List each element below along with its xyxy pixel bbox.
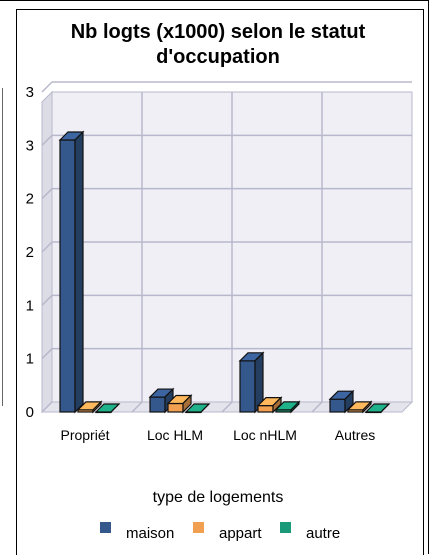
- grid-line-floor: [131, 401, 143, 413]
- grid-line-side: [41, 241, 53, 253]
- y-tick-label: 3: [26, 137, 34, 154]
- bars: [58, 130, 391, 414]
- grid-line-floor: [311, 401, 323, 413]
- y-tick-label: 3: [26, 84, 34, 101]
- legend: maison appart autre: [100, 522, 340, 542]
- legend-swatch: [100, 522, 111, 533]
- bar-maison-0: [58, 130, 85, 414]
- bar-appart-3: [346, 400, 373, 414]
- bar-autre-3: [364, 403, 391, 414]
- bar-appart-2: [256, 396, 283, 414]
- grid-line-side: [41, 81, 53, 93]
- left-edge-divider: [0, 88, 3, 406]
- legend-label: autre: [306, 525, 340, 542]
- y-tick-label: 2: [26, 191, 34, 208]
- x-tick-label: Propriét: [60, 427, 109, 443]
- x-tick-label: Loc nHLM: [233, 427, 297, 443]
- legend-label: maison: [126, 525, 174, 542]
- grid-line-side: [41, 188, 53, 200]
- x-axis-title: type de logements: [153, 489, 284, 506]
- plot-area: [40, 81, 414, 414]
- y-tick-label: 0: [26, 404, 34, 421]
- legend-item-appart: appart: [193, 522, 262, 542]
- bar-maison-3: [328, 389, 355, 414]
- bar-autre-0: [94, 403, 121, 414]
- x-tick-label: Loc HLM: [147, 427, 203, 443]
- grid-line-side: [41, 294, 53, 306]
- chart-title-line-2: d'occupation: [156, 46, 280, 68]
- bar-maison-1: [148, 387, 175, 414]
- bar-appart-0: [76, 400, 103, 414]
- legend-swatch: [193, 522, 204, 533]
- y-tick-label: 1: [26, 351, 34, 368]
- y-tick-label: 1: [26, 297, 34, 314]
- y-axis-ticks: 0 1 1 2 2 3 3: [26, 84, 34, 421]
- legend-label: appart: [219, 525, 262, 542]
- grid-line-floor: [221, 401, 233, 413]
- grid-line-side: [41, 348, 53, 360]
- bar-autre-2: [274, 400, 301, 414]
- grid-line-side: [41, 401, 53, 413]
- legend-swatch: [280, 522, 291, 533]
- legend-item-maison: maison: [100, 522, 174, 542]
- x-tick-label: Autres: [335, 427, 375, 443]
- chart-title-line-1: Nb logts (x1000) selon le statut: [71, 21, 366, 43]
- y-tick-label: 2: [26, 244, 34, 261]
- grid-line-side: [41, 134, 53, 146]
- bar-appart-1: [166, 394, 193, 414]
- x-axis-ticks: Propriét Loc HLM Loc nHLM Autres: [60, 427, 375, 443]
- bar-maison-2: [238, 351, 265, 414]
- bar-autre-1: [184, 403, 211, 414]
- legend-item-autre: autre: [280, 522, 340, 542]
